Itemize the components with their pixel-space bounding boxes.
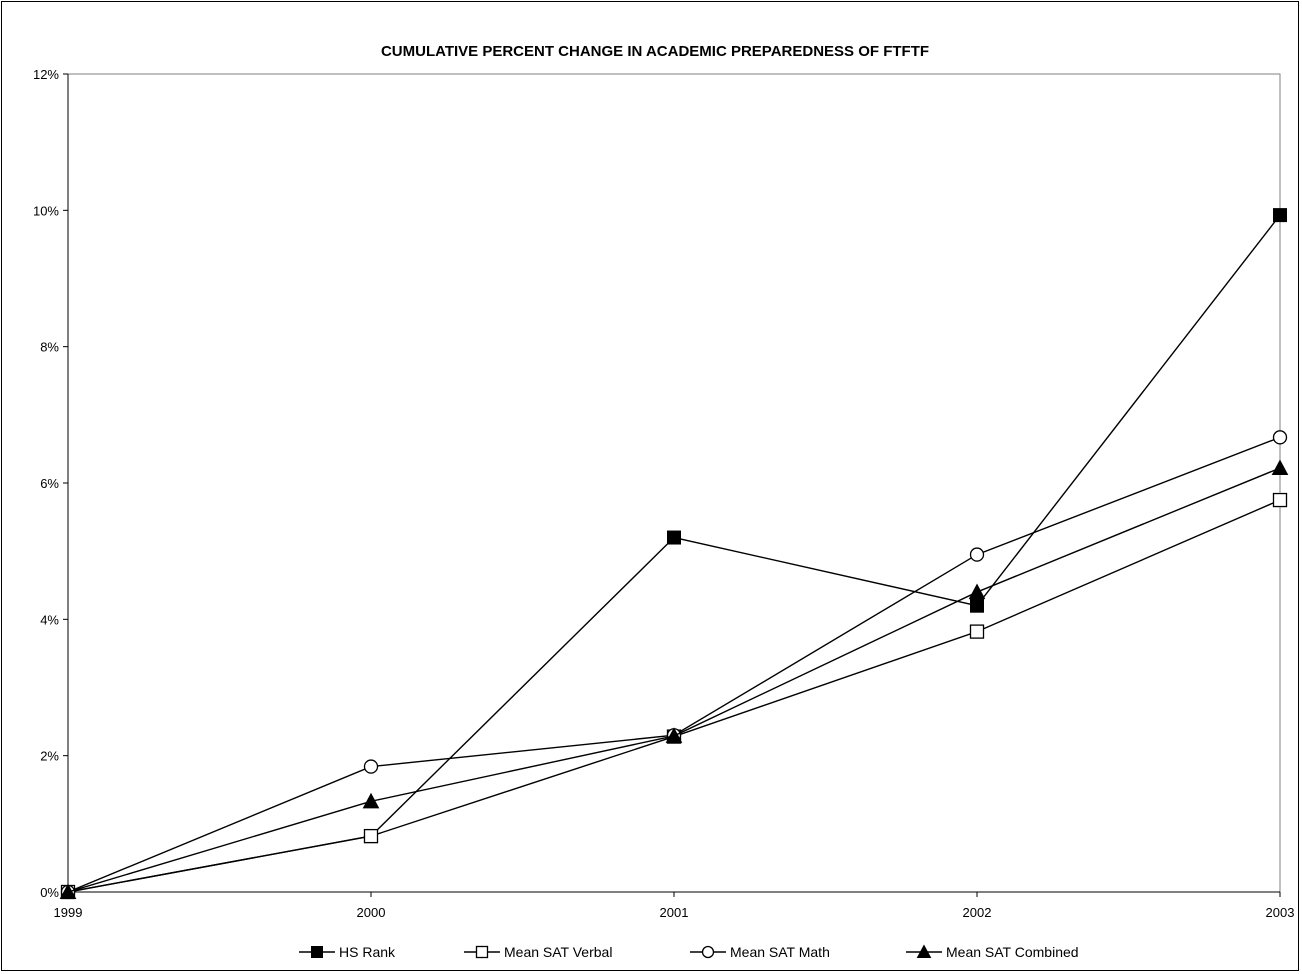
series-1-point-1 [363,828,379,844]
series-2-point-1 [363,759,379,774]
legend-item-0: HS Rank [299,944,396,960]
series-3-point-3 [968,583,986,600]
legend-marker-2 [701,945,715,959]
legend: HS Rank Mean SAT Verbal Mean SAT Math Mean … [299,944,1079,960]
y-tick-label-3: 6% [40,476,59,491]
series-2-point-3 [969,547,985,562]
series-layer [59,208,1289,900]
plot-area-border [67,73,1281,893]
series-3-point-2 [665,727,683,743]
legend-item-3: Mean SAT Combined [906,944,1079,960]
series-1-point-3 [969,624,985,639]
series-2-point-4 [1272,430,1288,445]
y-tick-label-0: 0% [40,885,59,900]
legend-item-2: Mean SAT Math [690,944,830,960]
chart-title: CUMULATIVE PERCENT CHANGE IN ACADEMIC PR… [381,43,929,60]
series-3 [59,459,1289,899]
legend-label-3: Mean SAT Combined [946,944,1079,960]
series-3-point-1 [362,792,380,809]
y-tick-label-6: 12% [33,67,59,82]
legend-item-1: Mean SAT Verbal [464,944,612,960]
legend-marker-3 [916,944,932,958]
y-tick-label-5: 10% [33,203,59,218]
x-tick-label-4: 2003 [1266,905,1295,920]
series-0-point-3 [970,598,984,613]
plot-area [67,73,1281,893]
series-0-point-4 [1273,208,1287,223]
legend-label-1: Mean SAT Verbal [504,944,612,960]
y-axis-labels: 0% 2% 4% 6% 8% 10% 12% [33,67,59,900]
legend-marker-1 [475,945,489,959]
y-tick-label-1: 2% [40,749,59,764]
series-3-point-4 [1271,459,1289,476]
legend-label-2: Mean SAT Math [730,944,830,960]
x-axis-labels: 1999 2000 2001 2002 2003 [54,905,1295,920]
x-tick-label-1: 2000 [357,905,386,920]
y-tick-label-2: 4% [40,612,59,627]
series-1-point-4 [1272,492,1288,508]
series-3-point-0 [59,883,77,899]
x-tick-label-3: 2002 [963,905,992,920]
x-tick-label-2: 2001 [660,905,689,920]
y-tick-label-4: 8% [40,340,59,355]
legend-label-0: HS Rank [339,944,396,960]
x-tick-label-0: 1999 [54,905,83,920]
series-0-point-2 [667,530,681,545]
legend-marker-0 [311,946,323,958]
